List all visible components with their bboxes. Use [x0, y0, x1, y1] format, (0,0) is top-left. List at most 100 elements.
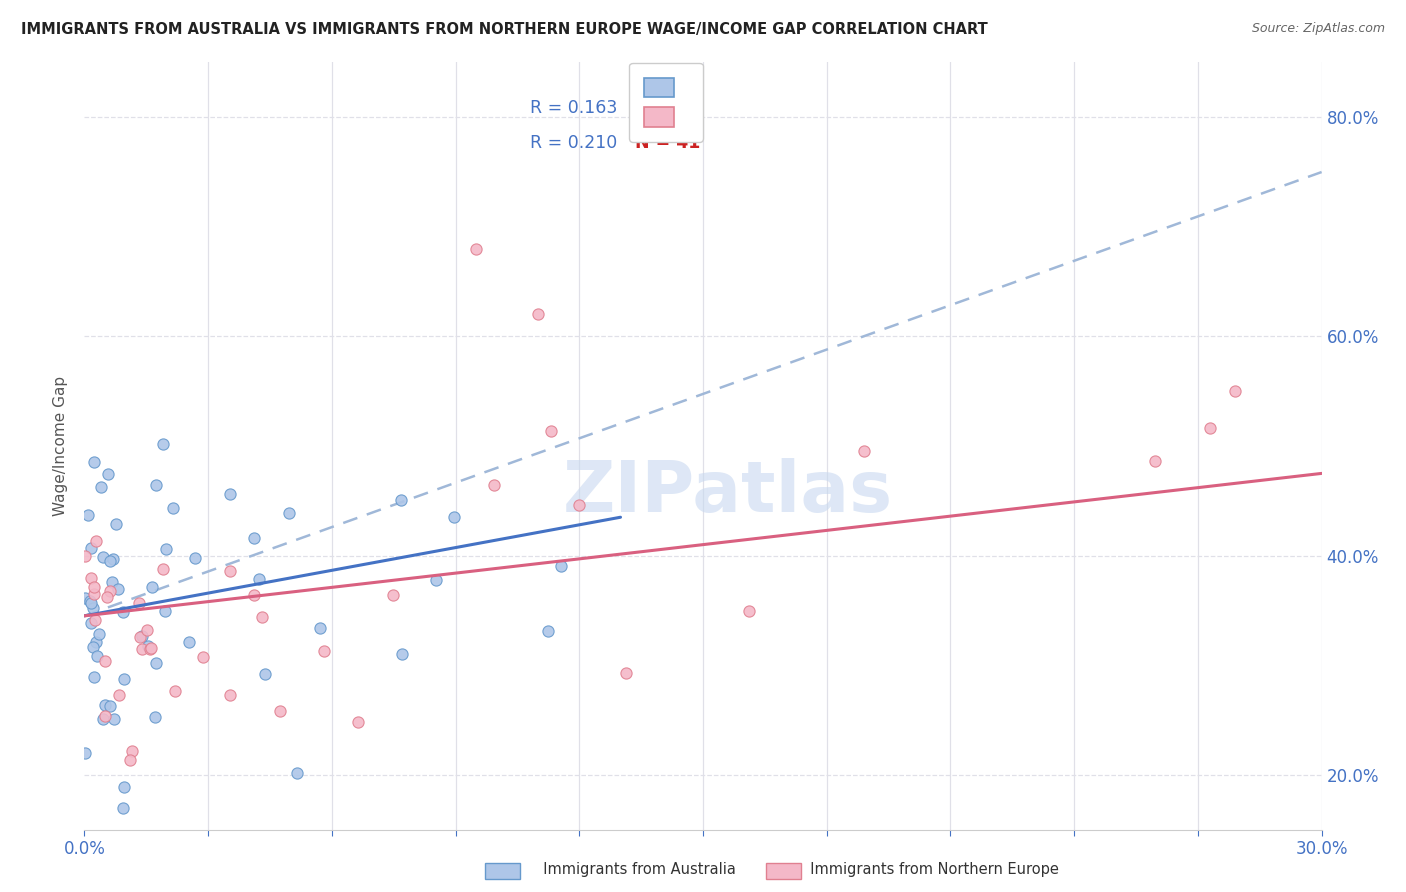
- Point: [79, 594, 101, 608]
- Point: [131, 629, 153, 643]
- Point: [111, 606, 134, 620]
- Point: [139, 640, 162, 655]
- Point: [382, 588, 405, 602]
- Point: [243, 588, 266, 602]
- Point: [111, 800, 134, 814]
- Point: [465, 242, 488, 256]
- Point: [129, 630, 152, 644]
- Point: [162, 501, 184, 516]
- Point: [145, 657, 167, 671]
- Point: [425, 573, 447, 587]
- Text: R = 0.210: R = 0.210: [530, 134, 617, 152]
- Point: [136, 623, 159, 637]
- Point: [76, 508, 98, 522]
- Point: [191, 649, 214, 664]
- Point: [79, 541, 101, 556]
- Point: [90, 480, 112, 494]
- Point: [96, 591, 118, 605]
- Point: [1198, 421, 1220, 435]
- Point: [527, 308, 550, 322]
- Point: [537, 624, 560, 638]
- Point: [86, 635, 108, 649]
- Point: [91, 712, 114, 726]
- Y-axis label: Wage/Income Gap: Wage/Income Gap: [53, 376, 69, 516]
- Point: [391, 493, 413, 508]
- Point: [155, 541, 177, 556]
- Point: [93, 549, 115, 564]
- Point: [852, 443, 875, 458]
- Point: [738, 603, 761, 617]
- Point: [1225, 384, 1247, 398]
- Point: [138, 639, 160, 653]
- Point: [153, 604, 176, 618]
- Point: [309, 621, 332, 635]
- Point: [550, 559, 572, 574]
- Point: [269, 704, 291, 718]
- Point: [97, 467, 120, 482]
- Point: [80, 571, 103, 585]
- Point: [1144, 454, 1167, 468]
- Point: [278, 506, 301, 520]
- Point: [346, 714, 368, 729]
- Point: [143, 710, 166, 724]
- Point: [82, 640, 104, 654]
- Point: [83, 455, 105, 469]
- Point: [107, 582, 129, 596]
- Point: [614, 665, 637, 680]
- Point: [131, 642, 153, 657]
- Text: ZIPatlas: ZIPatlas: [562, 458, 893, 526]
- Point: [83, 586, 105, 600]
- Point: [145, 477, 167, 491]
- Point: [247, 572, 270, 586]
- Point: [86, 533, 108, 548]
- Point: [243, 531, 266, 545]
- Point: [79, 615, 101, 630]
- Point: [568, 499, 591, 513]
- Text: Immigrants from Northern Europe: Immigrants from Northern Europe: [801, 863, 1059, 877]
- Point: [177, 634, 200, 648]
- Point: [141, 580, 163, 594]
- Point: [312, 644, 335, 658]
- Point: [152, 437, 174, 451]
- Point: [218, 564, 240, 578]
- Point: [165, 684, 187, 698]
- Point: [94, 654, 117, 668]
- Point: [98, 699, 121, 714]
- Point: [75, 591, 97, 605]
- Point: [73, 549, 96, 563]
- Legend: , : ,: [630, 63, 703, 142]
- Point: [101, 552, 124, 566]
- Point: [253, 666, 276, 681]
- Point: [94, 709, 117, 723]
- Point: [107, 688, 129, 702]
- Text: IMMIGRANTS FROM AUSTRALIA VS IMMIGRANTS FROM NORTHERN EUROPE WAGE/INCOME GAP COR: IMMIGRANTS FROM AUSTRALIA VS IMMIGRANTS …: [21, 22, 988, 37]
- Text: Immigrants from Australia: Immigrants from Australia: [534, 863, 737, 877]
- Point: [86, 648, 108, 663]
- Point: [112, 672, 135, 686]
- Point: [128, 596, 150, 610]
- Text: Source: ZipAtlas.com: Source: ZipAtlas.com: [1251, 22, 1385, 36]
- Point: [152, 562, 174, 576]
- Point: [84, 614, 107, 628]
- Point: [540, 424, 562, 438]
- Point: [112, 780, 135, 794]
- Point: [484, 478, 506, 492]
- Point: [285, 766, 308, 780]
- Point: [118, 753, 141, 767]
- Point: [98, 584, 121, 599]
- Point: [75, 746, 97, 760]
- Point: [83, 670, 105, 684]
- Point: [83, 580, 105, 594]
- Point: [82, 601, 104, 615]
- Point: [252, 610, 274, 624]
- Point: [101, 574, 124, 589]
- Point: [80, 596, 103, 610]
- Point: [103, 712, 125, 726]
- Point: [183, 551, 205, 566]
- Point: [218, 688, 240, 702]
- Point: [139, 642, 162, 657]
- Point: [94, 698, 117, 712]
- Point: [219, 487, 242, 501]
- Point: [98, 554, 121, 568]
- Text: N = 55: N = 55: [636, 100, 700, 118]
